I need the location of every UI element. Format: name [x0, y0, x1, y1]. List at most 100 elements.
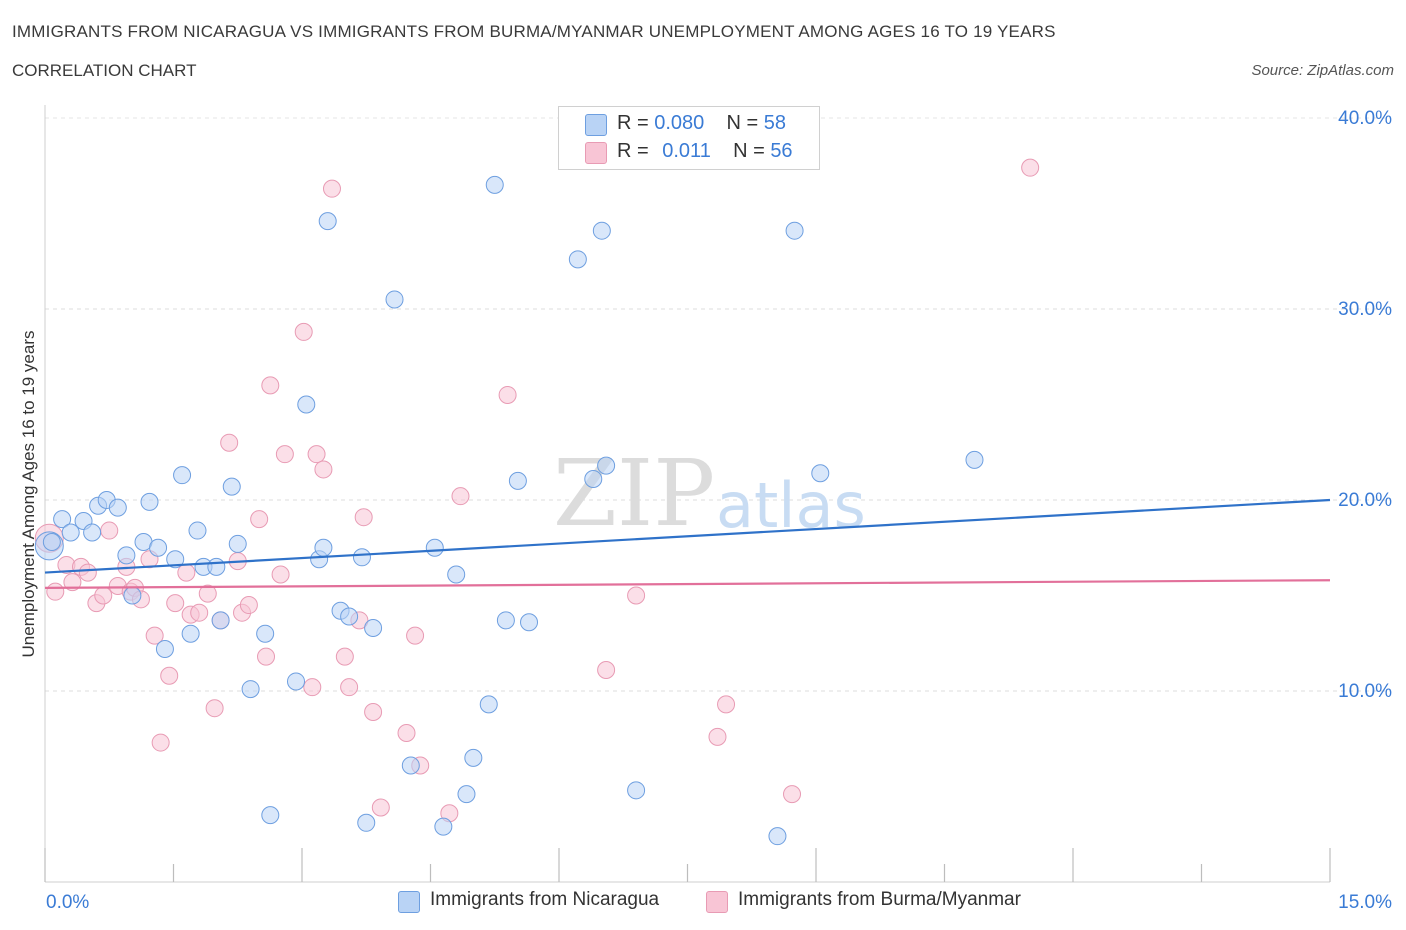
- point-nicaragua: [965, 450, 984, 469]
- chart-subtitle: CORRELATION CHART: [12, 61, 197, 80]
- point-burma: [708, 727, 727, 746]
- point-burma: [340, 678, 359, 697]
- point-nicaragua: [811, 464, 830, 483]
- y-tick-label: 20.0%: [1338, 490, 1392, 511]
- stats-legend: R = 0.080 N = 58 R = 0.011 N = 56: [558, 106, 820, 170]
- legend-swatch-burma: [585, 142, 607, 164]
- point-nicaragua: [457, 785, 476, 804]
- point-nicaragua: [188, 521, 207, 540]
- source-credit: Source: ZipAtlas.com: [1251, 62, 1394, 79]
- point-nicaragua: [768, 827, 787, 846]
- point-burma: [335, 647, 354, 666]
- point-nicaragua: [357, 813, 376, 832]
- point-nicaragua: [314, 538, 333, 557]
- trend-lines: [44, 498, 1331, 589]
- point-burma: [307, 445, 326, 464]
- watermark: ZIP atlas: [553, 440, 866, 547]
- point-nicaragua: [117, 546, 136, 565]
- point-nicaragua: [108, 498, 127, 517]
- point-nicaragua: [434, 817, 453, 836]
- point-burma: [198, 584, 217, 603]
- point-burma: [717, 695, 736, 714]
- point-nicaragua: [464, 748, 483, 767]
- point-burma: [63, 573, 82, 592]
- point-burma: [261, 376, 280, 395]
- point-burma: [239, 596, 258, 615]
- point-burma: [303, 678, 322, 697]
- point-burma: [166, 594, 185, 613]
- point-nicaragua: [83, 523, 102, 542]
- point-burma: [160, 666, 179, 685]
- point-nicaragua: [520, 613, 539, 632]
- point-nicaragua: [479, 695, 498, 714]
- axis-labels: 10.0% 20.0% 30.0% 40.0% 0.0% 15.0% Unemploymen…: [19, 108, 1392, 913]
- point-nicaragua: [592, 221, 611, 240]
- legend-r-value-burma: 0.011: [662, 140, 711, 162]
- trendline-burma: [44, 579, 1331, 589]
- chart-title: IMMIGRANTS FROM NICARAGUA VS IMMIGRANTS …: [12, 22, 1056, 41]
- point-burma: [314, 460, 333, 479]
- point-nicaragua: [297, 395, 316, 414]
- point-nicaragua: [785, 221, 804, 240]
- y-axis-title: Unemployment Among Ages 16 to 19 years: [19, 331, 38, 658]
- point-nicaragua: [496, 611, 515, 630]
- point-burma: [220, 433, 239, 452]
- point-burma: [451, 487, 470, 506]
- legend-n-label: N =: [726, 112, 759, 134]
- bottom-legend-label-burma: Immigrants from Burma/Myanmar: [738, 889, 1021, 910]
- point-burma: [190, 603, 209, 622]
- y-tick-label: 30.0%: [1338, 299, 1392, 320]
- point-burma: [100, 521, 119, 540]
- legend-r-label: R =: [617, 112, 649, 134]
- point-nicaragua: [385, 290, 404, 309]
- trendline-nicaragua: [44, 498, 1331, 574]
- axis-layer: [44, 105, 1331, 883]
- point-nicaragua: [401, 756, 420, 775]
- point-burma: [250, 510, 269, 529]
- point-nicaragua: [508, 471, 527, 490]
- point-nicaragua: [447, 565, 466, 584]
- point-nicaragua: [352, 548, 371, 567]
- point-burma: [597, 660, 616, 679]
- point-burma: [177, 563, 196, 582]
- point-burma: [783, 785, 802, 804]
- point-nicaragua: [597, 456, 616, 475]
- point-nicaragua: [261, 806, 280, 825]
- point-nicaragua: [584, 469, 603, 488]
- legend-swatch-nicaragua: [585, 114, 607, 136]
- point-nicaragua: [173, 466, 192, 485]
- point-nicaragua: [340, 607, 359, 626]
- point-nicaragua: [485, 175, 504, 194]
- point-nicaragua: [241, 680, 260, 699]
- point-burma: [397, 724, 416, 743]
- bottom-legend-swatch-nicaragua: [398, 891, 420, 913]
- point-nicaragua: [256, 624, 275, 643]
- legend-r-label: R =: [617, 140, 649, 162]
- series-nicaragua-points: [34, 175, 984, 846]
- point-nicaragua: [425, 538, 444, 557]
- point-nicaragua: [149, 538, 168, 557]
- point-burma: [364, 703, 383, 722]
- legend-n-value-burma: 56: [770, 140, 793, 162]
- point-burma: [275, 445, 294, 464]
- legend-n-label: N =: [733, 140, 765, 162]
- point-burma: [498, 385, 517, 404]
- point-nicaragua: [318, 212, 337, 231]
- point-nicaragua: [228, 534, 247, 553]
- point-nicaragua: [181, 624, 200, 643]
- point-nicaragua: [568, 250, 587, 269]
- point-burma: [78, 563, 97, 582]
- point-nicaragua: [287, 672, 306, 691]
- point-nicaragua: [166, 550, 185, 569]
- point-nicaragua: [364, 618, 383, 637]
- point-nicaragua: [207, 557, 226, 576]
- bottom-legend-swatch-burma: [706, 891, 728, 913]
- point-burma: [257, 647, 276, 666]
- point-burma: [322, 179, 341, 198]
- point-burma: [371, 798, 390, 817]
- watermark-zip: ZIP: [553, 440, 715, 547]
- point-nicaragua: [123, 586, 142, 605]
- point-burma: [1021, 158, 1040, 177]
- point-nicaragua: [140, 492, 159, 511]
